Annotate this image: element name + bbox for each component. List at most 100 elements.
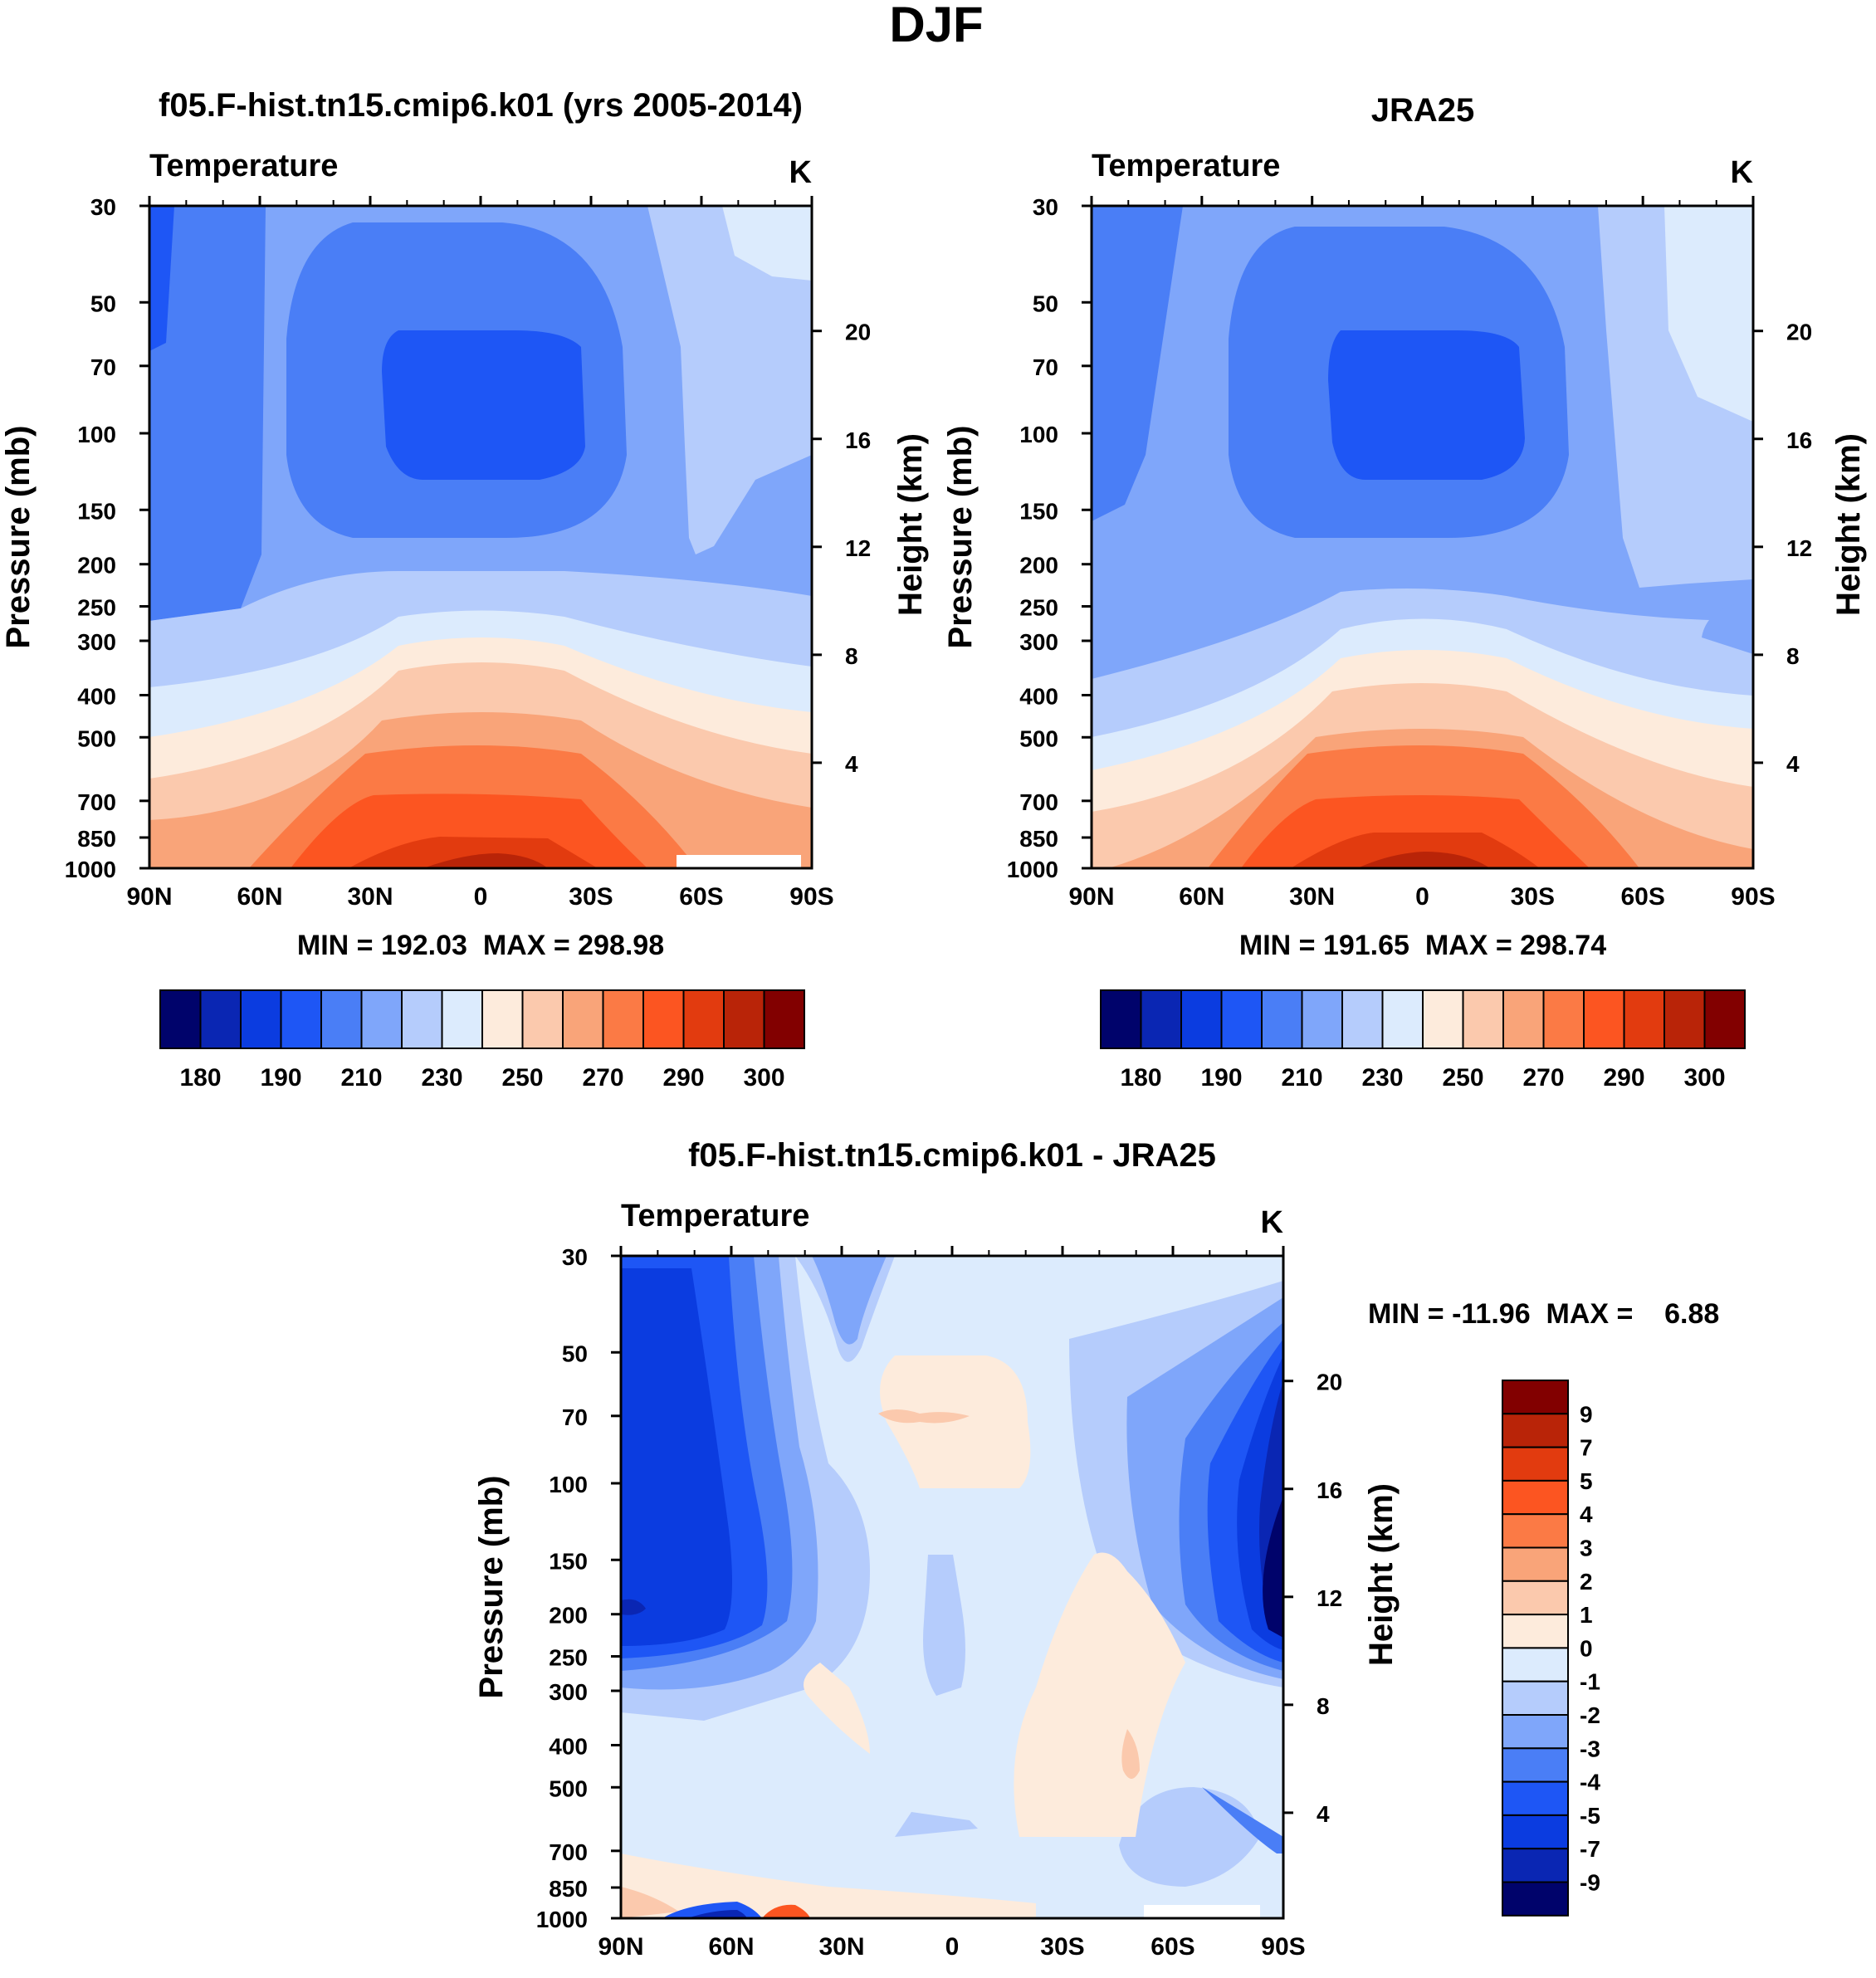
y-axis-label: Pressure (mb)	[942, 426, 979, 649]
colorbar-swatch	[723, 989, 765, 1049]
y-tick-label: 100	[77, 422, 116, 447]
x-tick-label: 30S	[1040, 1933, 1084, 1961]
band	[1202, 1787, 1283, 1853]
y-tick-label: 250	[77, 595, 116, 621]
colorbar-label: 1	[1580, 1602, 1593, 1628]
colorbar-swatch	[280, 989, 322, 1049]
band	[1119, 1787, 1260, 1887]
y-tick-label: 250	[1019, 595, 1058, 621]
panel-title: f05.F-hist.tn15.cmip6.k01 (yrs 2005-2014…	[159, 87, 803, 124]
colorbar-label: -3	[1580, 1736, 1600, 1761]
colorbar-label: 180	[179, 1064, 221, 1092]
x-tick-label: 30N	[1289, 883, 1335, 911]
y-right-tick-label: 16	[845, 427, 871, 453]
y-tick-label: 300	[549, 1679, 588, 1705]
colorbar-swatch	[320, 989, 363, 1049]
y-tick-label: 300	[1019, 629, 1058, 655]
colorbar-label: 2	[1580, 1569, 1593, 1595]
colorbar-swatch	[1422, 989, 1464, 1049]
colorbar-swatch	[1502, 1446, 1569, 1482]
y-tick-label: 1000	[1007, 857, 1058, 882]
band	[1263, 1497, 1283, 1638]
colorbar-label: 190	[1200, 1064, 1242, 1092]
colorbar-label: 5	[1580, 1468, 1593, 1494]
x-tick-label: 60S	[1151, 1933, 1194, 1961]
colorbar-swatch	[1180, 989, 1223, 1049]
colorbar-label: -2	[1580, 1702, 1600, 1728]
y-tick-label: 70	[562, 1404, 588, 1430]
y-tick-label: 150	[1019, 498, 1058, 524]
colorbar-label: 290	[1603, 1064, 1644, 1092]
contour-field	[1092, 206, 1753, 868]
colorbar-label: 4	[1580, 1502, 1593, 1527]
y-tick-label: 700	[77, 789, 116, 815]
y-right-tick-label: 4	[1317, 1801, 1330, 1827]
y-right-tick-label: 16	[1786, 427, 1812, 453]
y-tick-label: 400	[549, 1733, 588, 1759]
x-tick-label: 90N	[1068, 883, 1114, 911]
y-right-tick-label: 12	[1786, 535, 1812, 561]
y-axis-label: Pressure (mb)	[473, 1476, 510, 1699]
y-tick-label: 30	[562, 1244, 588, 1270]
band	[1702, 604, 1753, 654]
band	[349, 837, 598, 868]
y-tick-label: 200	[77, 553, 116, 579]
band	[923, 1555, 965, 1696]
x-tick-label: 30S	[569, 883, 613, 911]
colorbar-swatch	[159, 989, 202, 1049]
y-tick-label: 500	[1019, 725, 1058, 751]
variable-label: Temperature	[621, 1199, 809, 1233]
colorbar-swatch	[1703, 989, 1746, 1049]
variable-label: Temperature	[149, 149, 338, 183]
colorbar-label: 210	[340, 1064, 382, 1092]
colorbar: 180 190 210 230 250 270 290 300	[159, 989, 805, 1092]
colorbar-swatch	[1502, 1546, 1569, 1582]
y-tick-label: 850	[1019, 826, 1058, 852]
y-tick-label: 700	[1019, 789, 1058, 815]
y-right-tick-label: 12	[845, 535, 871, 561]
band	[895, 1812, 978, 1837]
y-axis-right-label: Height (km)	[892, 433, 929, 616]
colorbar-swatch	[1502, 989, 1545, 1049]
x-tick-label: 30S	[1511, 883, 1555, 911]
y-tick-label: 200	[1019, 553, 1058, 579]
y-tick-label: 300	[77, 629, 116, 655]
colorbar-swatch	[240, 989, 282, 1049]
panel-model: f05.F-hist.tn15.cmip6.k01 (yrs 2005-2014…	[0, 87, 929, 1092]
y-right-tick-label: 16	[1317, 1477, 1342, 1503]
band	[382, 330, 585, 480]
colorbar-label: 9	[1580, 1401, 1593, 1427]
colorbar-label: 270	[582, 1064, 623, 1092]
y-tick-label: 30	[1033, 194, 1058, 220]
y-axis-right-label: Height (km)	[1830, 433, 1867, 616]
band	[1092, 206, 1183, 521]
colorbar-swatch	[1261, 989, 1303, 1049]
x-tick-label: 30N	[347, 883, 393, 911]
x-tick-label: 30N	[818, 1933, 864, 1961]
y-right-tick-label: 8	[845, 643, 858, 669]
colorbar-label: 300	[743, 1064, 784, 1092]
colorbar-swatch	[562, 989, 604, 1049]
band	[149, 206, 266, 621]
colorbar: 9 7 5 4 3 2 1 0 -1 -2 -3 -4 -5 -7 -9	[1502, 1380, 1600, 1917]
x-tick-label: 60N	[708, 1933, 754, 1961]
y-tick-label: 700	[549, 1839, 588, 1865]
band	[621, 1268, 732, 1646]
colorbar-swatch	[642, 989, 685, 1049]
band	[722, 206, 812, 281]
colorbar-swatch	[1502, 1614, 1569, 1649]
x-tick-label: 60S	[679, 883, 723, 911]
band	[878, 1409, 970, 1424]
contour-field	[149, 206, 812, 868]
colorbar-label: 250	[501, 1064, 543, 1092]
colorbar-swatch	[763, 989, 805, 1049]
colorbar-swatch	[481, 989, 524, 1049]
band	[1291, 833, 1540, 868]
y-right-tick-label: 4	[845, 751, 858, 777]
band	[1014, 1552, 1185, 1837]
colorbar-swatch	[1140, 989, 1182, 1049]
band	[423, 853, 548, 868]
colorbar-swatch	[1502, 1848, 1569, 1883]
colorbar-label: 7	[1580, 1435, 1593, 1461]
x-tick-label: 0	[474, 883, 488, 911]
